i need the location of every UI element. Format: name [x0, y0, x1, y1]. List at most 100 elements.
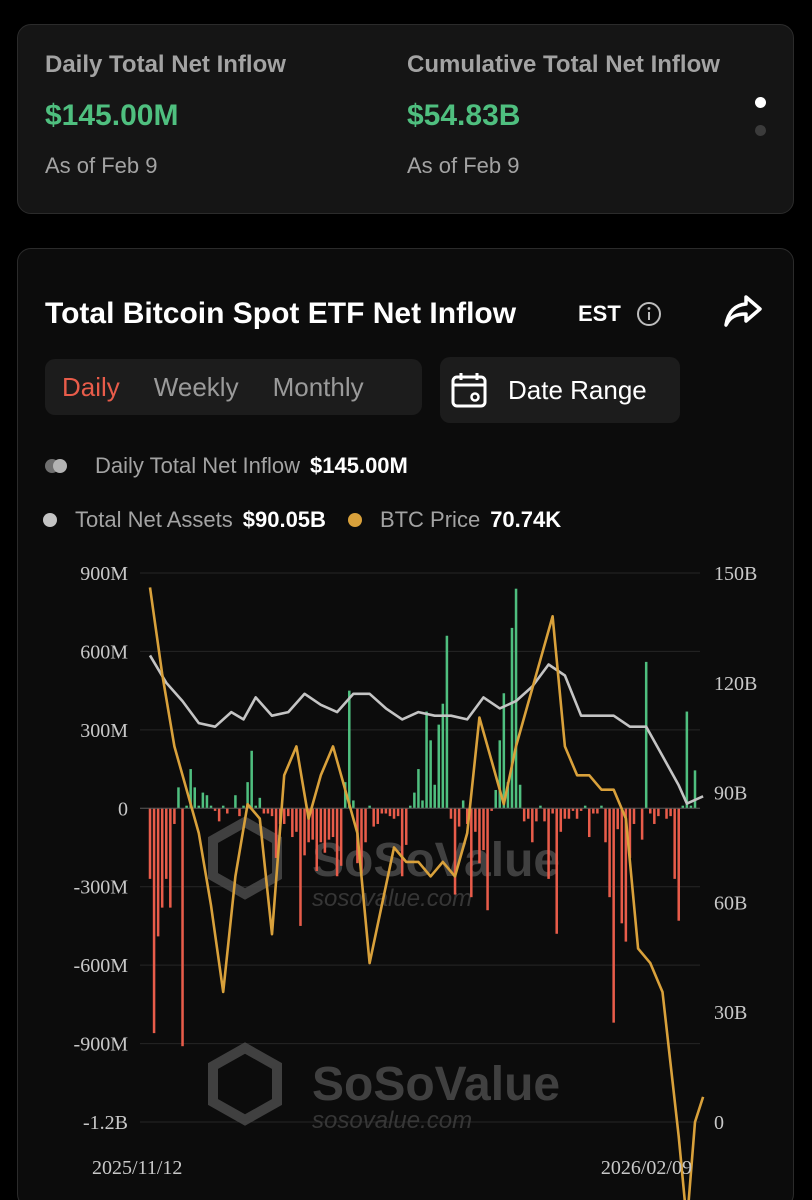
- inflow-bar: [156, 808, 160, 937]
- inflow-bar: [620, 808, 624, 924]
- inflow-bar: [441, 703, 445, 809]
- inflow-bar: [173, 808, 176, 824]
- inflow-bar: [518, 784, 522, 809]
- price-legend-dot-icon: [347, 513, 362, 527]
- tab-monthly[interactable]: Monthly: [272, 371, 364, 402]
- legend-price[interactable]: BTC Price 70.74K: [347, 507, 562, 533]
- chart-card: Total Bitcoin Spot ETF Net Inflow EST Da…: [17, 248, 794, 1200]
- inflow-bar: [189, 769, 192, 809]
- inflow-bar: [624, 808, 628, 942]
- right-tick-label: 90B: [714, 783, 747, 805]
- inflow-bar: [437, 724, 441, 809]
- inflow-bar: [433, 784, 436, 809]
- left-tick-label: 900M: [80, 563, 128, 585]
- inflow-bar: [616, 808, 619, 830]
- inflow-bar: [457, 808, 461, 827]
- left-tick-label: 600M: [80, 641, 128, 663]
- inflow-bar: [282, 808, 286, 824]
- left-tick-label: -900M: [74, 1034, 129, 1056]
- inflow-bar: [246, 782, 249, 809]
- inflow-bar: [592, 808, 595, 814]
- inflow-bar: [482, 808, 485, 851]
- inflow-bar: [287, 808, 290, 817]
- inflow-bar: [649, 808, 652, 814]
- calendar-icon: [451, 373, 487, 408]
- inflow-bar: [567, 808, 571, 819]
- date-range-button[interactable]: Date Range: [440, 357, 680, 423]
- inflow-bar: [258, 797, 262, 809]
- tab-weekly[interactable]: Weekly: [153, 371, 239, 402]
- inflow-bar: [185, 805, 188, 809]
- inflow-bar: [600, 805, 603, 809]
- inflow-bar: [234, 795, 237, 809]
- inflow-bar: [449, 808, 453, 819]
- right-tick-label: 30B: [714, 1002, 747, 1024]
- left-tick-label: -600M: [74, 955, 129, 977]
- inflow-bar: [583, 805, 587, 809]
- inflow-bar: [352, 800, 355, 809]
- inflow-bar: [644, 661, 648, 809]
- inflow-bar: [270, 808, 274, 817]
- pager-dot-inactive-icon[interactable]: [755, 125, 766, 136]
- metric-value: $54.83B: [407, 99, 521, 132]
- chart-lines: [148, 587, 705, 1200]
- info-icon[interactable]: [636, 301, 662, 327]
- inflow-bar: [409, 805, 412, 809]
- inflow-bar: [266, 808, 270, 814]
- inflow-bar: [693, 770, 697, 809]
- left-tick-label: -1.2B: [83, 1112, 128, 1134]
- inflow-bar: [417, 769, 420, 809]
- legend-label: BTC Price: [379, 507, 481, 532]
- inflow-bar: [384, 808, 388, 814]
- inflow-bar: [657, 808, 660, 817]
- inflow-bar: [539, 805, 542, 809]
- period-tabs: Daily Weekly Monthly: [45, 359, 422, 415]
- inflow-bar: [197, 805, 201, 809]
- legend-row-lines: Total Net Assets $90.05B BTC Price 70.74…: [43, 507, 583, 533]
- inflow-bar: [400, 808, 404, 877]
- pager-dot-active-icon[interactable]: [755, 97, 766, 108]
- tab-daily[interactable]: Daily: [62, 371, 120, 402]
- inflow-bar: [535, 808, 538, 822]
- legend-assets[interactable]: Total Net Assets $90.05B: [43, 507, 326, 533]
- inflow-bar: [673, 808, 676, 879]
- inflow-bar: [404, 808, 408, 845]
- inflow-bar: [262, 808, 266, 814]
- inflow-bar: [526, 808, 530, 819]
- cumulative-net-inflow-metric[interactable]: Cumulative Total Net Inflow $54.83B As o…: [407, 51, 720, 179]
- inflow-bar: [522, 808, 526, 822]
- inflow-bar: [421, 800, 424, 809]
- legend-value: 70.74K: [490, 507, 562, 532]
- inflow-bar: [299, 808, 302, 926]
- inflow-bar: [380, 808, 384, 814]
- date-range-label: Date Range: [508, 374, 647, 405]
- daily-net-inflow-metric[interactable]: Daily Total Net Inflow $145.00M As of Fe…: [45, 51, 286, 179]
- inflow-bar: [323, 808, 327, 853]
- inflow-bar: [319, 808, 323, 843]
- inflow-bar: [653, 808, 656, 824]
- inflow-bar: [559, 808, 563, 832]
- legend-label: Daily Total Net Inflow: [95, 453, 301, 478]
- inflow-bar: [612, 808, 615, 1023]
- summary-card: Daily Total Net Inflow $145.00M As of Fe…: [17, 24, 794, 214]
- inflow-bar: [543, 808, 546, 822]
- inflow-bar: [681, 805, 685, 809]
- inflow-bar: [685, 711, 689, 809]
- inflow-bar: [470, 808, 473, 898]
- x-end-label: 2026/02/09: [601, 1157, 692, 1179]
- inflow-bar: [396, 808, 400, 817]
- inflow-bar: [502, 693, 506, 809]
- inflow-bar: [160, 808, 164, 908]
- share-icon[interactable]: [722, 293, 764, 329]
- legend-label: Total Net Assets: [75, 507, 233, 532]
- inflow-bar: [453, 808, 457, 895]
- inflow-bars: [140, 588, 700, 1047]
- inflow-bar: [368, 805, 371, 809]
- inflow-bar: [364, 808, 367, 843]
- chart-title: Total Bitcoin Spot ETF Net Inflow: [45, 297, 517, 330]
- inflow-bar: [608, 808, 611, 898]
- inflow-bar: [640, 808, 644, 840]
- inflow-bar: [628, 808, 632, 858]
- inflow-bar: [531, 808, 534, 843]
